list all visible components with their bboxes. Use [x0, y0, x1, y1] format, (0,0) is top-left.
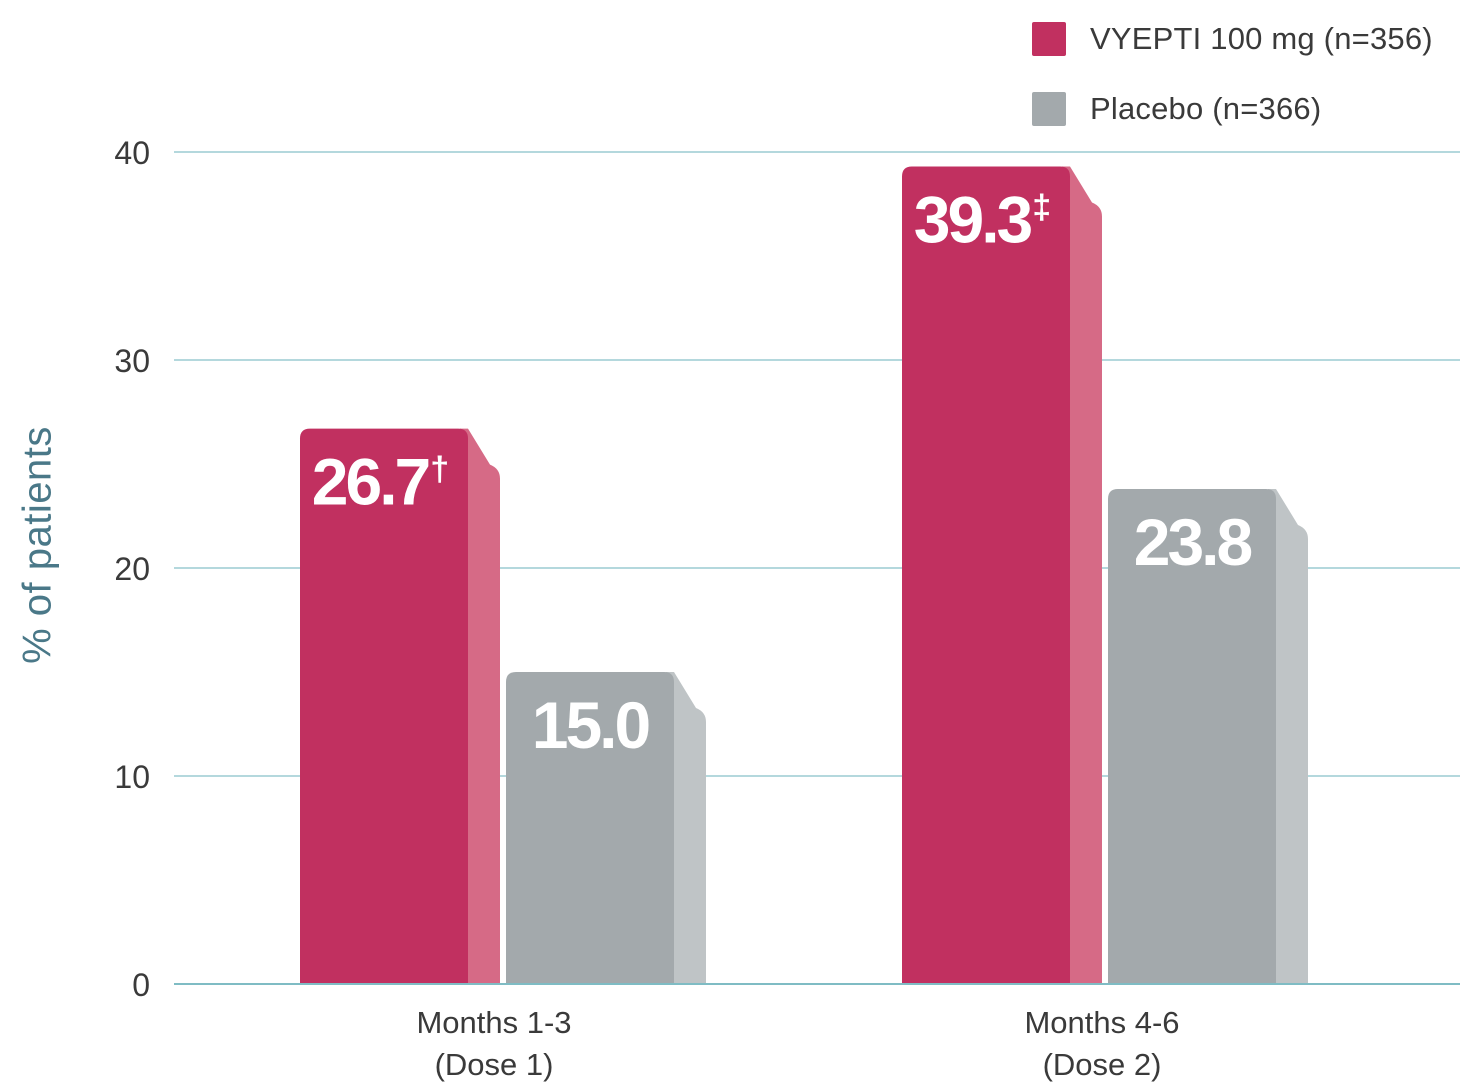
y-tick-label: 10 — [114, 759, 150, 795]
y-axis-label: % of patients — [15, 426, 60, 664]
bar — [506, 672, 674, 984]
bar — [902, 166, 1070, 984]
bar — [300, 428, 468, 984]
y-tick-label: 20 — [114, 551, 150, 587]
x-tick-label: (Dose 2) — [1043, 1047, 1162, 1082]
bar-side — [666, 672, 706, 984]
data-label: 15.0 — [532, 688, 649, 762]
bar-side — [1062, 166, 1102, 984]
x-tick-label: Months 4-6 — [1024, 1005, 1179, 1040]
y-tick-label: 40 — [114, 135, 150, 171]
legend-swatch-placebo — [1032, 92, 1066, 126]
legend-label-vyepti: VYEPTI 100 mg (n=356) — [1090, 21, 1433, 56]
x-tick-label: Months 1-3 — [416, 1005, 571, 1040]
legend: VYEPTI 100 mg (n=356) Placebo (n=366) — [1032, 4, 1433, 144]
bar-side — [1268, 488, 1308, 984]
bar — [1108, 488, 1276, 984]
data-label: 26.7† — [312, 445, 447, 519]
legend-swatch-vyepti — [1032, 22, 1066, 56]
legend-item-placebo: Placebo (n=366) — [1032, 74, 1433, 144]
data-label: 23.8 — [1134, 505, 1252, 579]
legend-label-placebo: Placebo (n=366) — [1090, 91, 1322, 126]
y-tick-label: 30 — [114, 343, 150, 379]
bar-side — [460, 428, 500, 984]
x-tick-label: (Dose 1) — [435, 1047, 554, 1082]
y-tick-label: 0 — [132, 967, 150, 1003]
data-label: 39.3‡ — [914, 183, 1049, 257]
legend-item-vyepti: VYEPTI 100 mg (n=356) — [1032, 4, 1433, 74]
